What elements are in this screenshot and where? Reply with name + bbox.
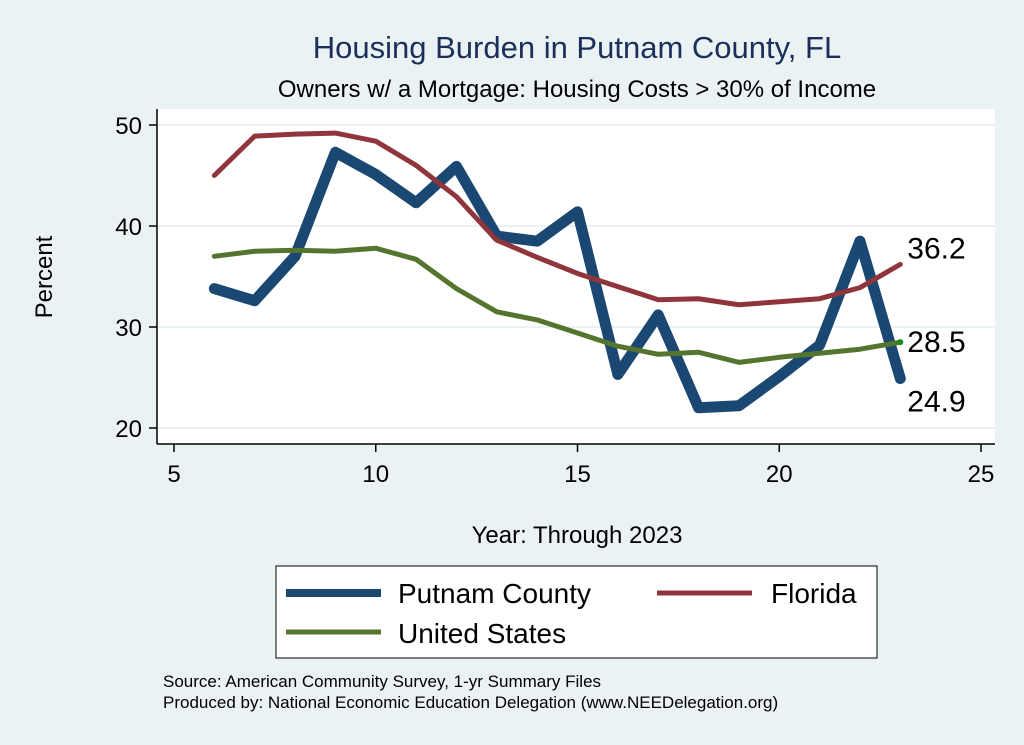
legend: Putnam County Florida United States bbox=[275, 565, 878, 659]
y-axis-ticks: 20 30 40 50 bbox=[115, 113, 157, 443]
legend-label-florida: Florida bbox=[771, 578, 857, 609]
x-tick-label-5: 5 bbox=[167, 461, 180, 488]
y-tick-label-20: 20 bbox=[115, 416, 142, 443]
end-label-putnam-county: 24.9 bbox=[907, 386, 965, 419]
series-lines: 24.9 36.2 28.5 bbox=[208, 130, 966, 419]
plot-area bbox=[157, 109, 995, 444]
x-tick-label-15: 15 bbox=[564, 461, 591, 488]
series-line-united-states bbox=[211, 245, 903, 365]
end-label-united-states: 28.5 bbox=[907, 326, 965, 359]
chart-subtitle: Owners w/ a Mortgage: Housing Costs > 30… bbox=[278, 76, 876, 103]
legend-label-us: United States bbox=[398, 618, 566, 649]
y-axis-label: Percent bbox=[31, 235, 58, 318]
y-tick-label-50: 50 bbox=[115, 113, 142, 140]
legend-label-putnam: Putnam County bbox=[398, 578, 591, 609]
end-marker-united-states bbox=[897, 339, 904, 346]
series-line-putnam-county bbox=[208, 146, 906, 414]
x-tick-label-20: 20 bbox=[766, 461, 793, 488]
end-label-florida: 36.2 bbox=[907, 232, 965, 265]
y-tick-label-40: 40 bbox=[115, 214, 142, 241]
series-line-florida bbox=[211, 130, 903, 308]
chart-title: Housing Burden in Putnam County, FL bbox=[313, 30, 841, 65]
x-tick-label-10: 10 bbox=[362, 461, 389, 488]
x-axis-ticks: 5 10 15 20 25 bbox=[167, 444, 994, 488]
x-tick-label-25: 25 bbox=[968, 461, 995, 488]
x-axis-label: Year: Through 2023 bbox=[472, 522, 683, 549]
legend-box bbox=[275, 565, 878, 659]
producer-note: Produced by: National Economic Education… bbox=[163, 693, 778, 712]
y-tick-label-30: 30 bbox=[115, 315, 142, 342]
source-note: Source: American Community Survey, 1-yr … bbox=[163, 672, 601, 691]
